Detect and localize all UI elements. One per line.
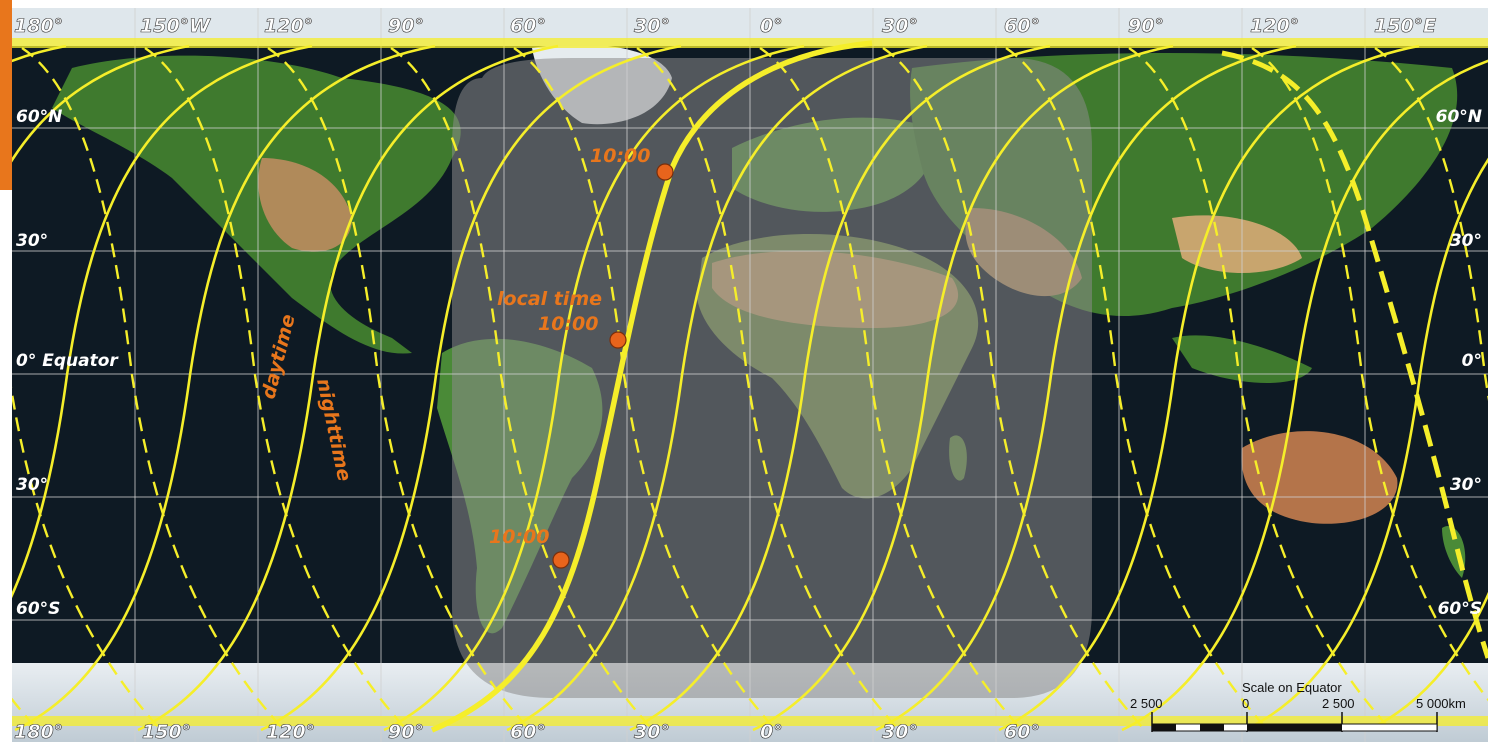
daytime-orbit-track (875, 44, 1297, 732)
polar-track-convergence (12, 38, 1488, 48)
nighttime-orbit-track (12, 386, 160, 729)
daytime-orbit-track (1244, 157, 1488, 732)
nighttime-orbit-track (1374, 47, 1488, 401)
bottom-lon-label: 60° (1004, 721, 1040, 742)
left-lat-label: 0° Equator (16, 351, 119, 371)
daytime-orbit-track (12, 44, 313, 599)
scale-label-zero: 0 (1242, 696, 1249, 711)
left-lat-label: 60°N (16, 107, 62, 127)
time-label-top: 10:00 (590, 145, 650, 167)
scale-segment (1247, 724, 1342, 731)
top-lon-label: 90° (1128, 15, 1164, 37)
left-lat-label: 60°S (16, 599, 60, 619)
top-lon-label: 180° (14, 15, 63, 37)
right-lat-label: 60°N (1436, 107, 1482, 127)
top-lon-label: 30° (882, 15, 918, 37)
top-lon-label: 60° (1004, 15, 1040, 37)
left-lat-label: 30° (16, 231, 48, 251)
world-map: 10:00 local time 10:00 10:00 daytime nig… (12, 8, 1488, 742)
scale-label-end: 5 000km (1416, 696, 1466, 711)
nighttime-orbit-track (1128, 47, 1390, 729)
graticule (12, 8, 1488, 742)
australia (1241, 431, 1398, 524)
central-asia-desert (1172, 215, 1302, 273)
top-lon-label: 150°W (140, 15, 211, 37)
daytime-orbit-track (14, 44, 436, 732)
highlighted-orbit (430, 40, 873, 733)
top-longitude-labels: 180° 150°W 120° 90° 60° 30° 0° 30° 60° 9… (14, 15, 1437, 38)
daytime-orbit-track (1367, 591, 1488, 732)
top-lon-label: 120° (1250, 15, 1299, 37)
bottom-longitude-labels: 180° 150° 120° 90° 60° 30° 0° 30° 60° (14, 721, 1041, 742)
local-time-label: local time (497, 288, 602, 310)
north-america-desert (258, 158, 352, 252)
bottom-lon-label: 30° (882, 721, 918, 742)
daytime-orbit-track (12, 44, 190, 163)
nighttime-orbit-track (1251, 47, 1488, 702)
daytime-orbit-track (383, 44, 805, 732)
scale-bar: Scale on Equator 2 500 0 2 500 5 000km (1130, 680, 1466, 732)
scale-segment (1200, 724, 1224, 731)
highlighted-night-orbit (1221, 50, 1488, 659)
top-lon-label: 150°E (1374, 15, 1436, 37)
top-lon-label: 120° (264, 15, 313, 37)
daytime-orbit-track (260, 44, 682, 732)
right-lat-label: 60°S (1438, 599, 1482, 619)
marker-top (656, 163, 674, 181)
top-lon-label: 60° (510, 15, 546, 37)
right-latitude-labels: 60°N 30° 0° 30° 60°S (1436, 107, 1482, 619)
right-lat-label: 30° (1450, 231, 1482, 251)
daytime-orbit-track (506, 44, 928, 732)
daylight-region (452, 58, 1092, 698)
daytime-orbit-track (1121, 59, 1488, 732)
scale-label-right: 2 500 (1322, 696, 1355, 711)
north-america (52, 55, 461, 354)
nighttime-orbit-track (882, 47, 1144, 729)
daytime-orbit-track (629, 44, 1051, 732)
scale-title: Scale on Equator (1242, 680, 1342, 695)
time-label-mid: 10:00 (538, 313, 598, 335)
top-lon-label: 0° (760, 15, 783, 37)
orbit-tracks (12, 38, 1488, 732)
side-accent-strip (0, 0, 12, 190)
bottom-lon-label: 0° (760, 721, 783, 742)
nighttime-orbit-track (390, 47, 652, 729)
bottom-lon-label: 120° (266, 721, 315, 742)
nighttime-orbit-track (759, 47, 1021, 729)
right-lat-label: 30° (1450, 475, 1482, 495)
bottom-lon-label: 60° (510, 721, 546, 742)
nighttime-orbit-track (267, 47, 529, 729)
daytime-orbit-track (137, 44, 559, 732)
marker-bottom (552, 551, 570, 569)
scale-label-left: 2 500 (1130, 696, 1163, 711)
nighttime-orbit-track (21, 47, 283, 729)
nighttime-orbit-track (513, 47, 775, 729)
bottom-lon-label: 30° (634, 721, 670, 742)
daytime-orbit-track (998, 44, 1420, 732)
top-lon-label: 90° (388, 15, 424, 37)
marker-mid (609, 331, 627, 349)
nighttime-orbit-track (144, 47, 406, 729)
bottom-lon-label: 90° (388, 721, 424, 742)
left-latitude-labels: 60°N 30° 0° Equator 30° 60°S (16, 107, 119, 619)
top-lon-label: 30° (634, 15, 670, 37)
polar-track-convergence (12, 716, 1488, 726)
daytime-orbit-track (752, 44, 1174, 732)
right-lat-label: 0° (1462, 351, 1482, 371)
nighttime-orbit-track (636, 47, 898, 729)
left-lat-label: 30° (16, 475, 48, 495)
map-canvas: 10:00 local time 10:00 10:00 daytime nig… (12, 8, 1488, 742)
nighttime-orbit-track (1005, 47, 1267, 729)
bottom-lon-label: 150° (142, 721, 191, 742)
scale-segment (1152, 724, 1176, 731)
bottom-lon-label: 180° (14, 721, 63, 742)
time-label-bottom: 10:00 (489, 526, 549, 548)
